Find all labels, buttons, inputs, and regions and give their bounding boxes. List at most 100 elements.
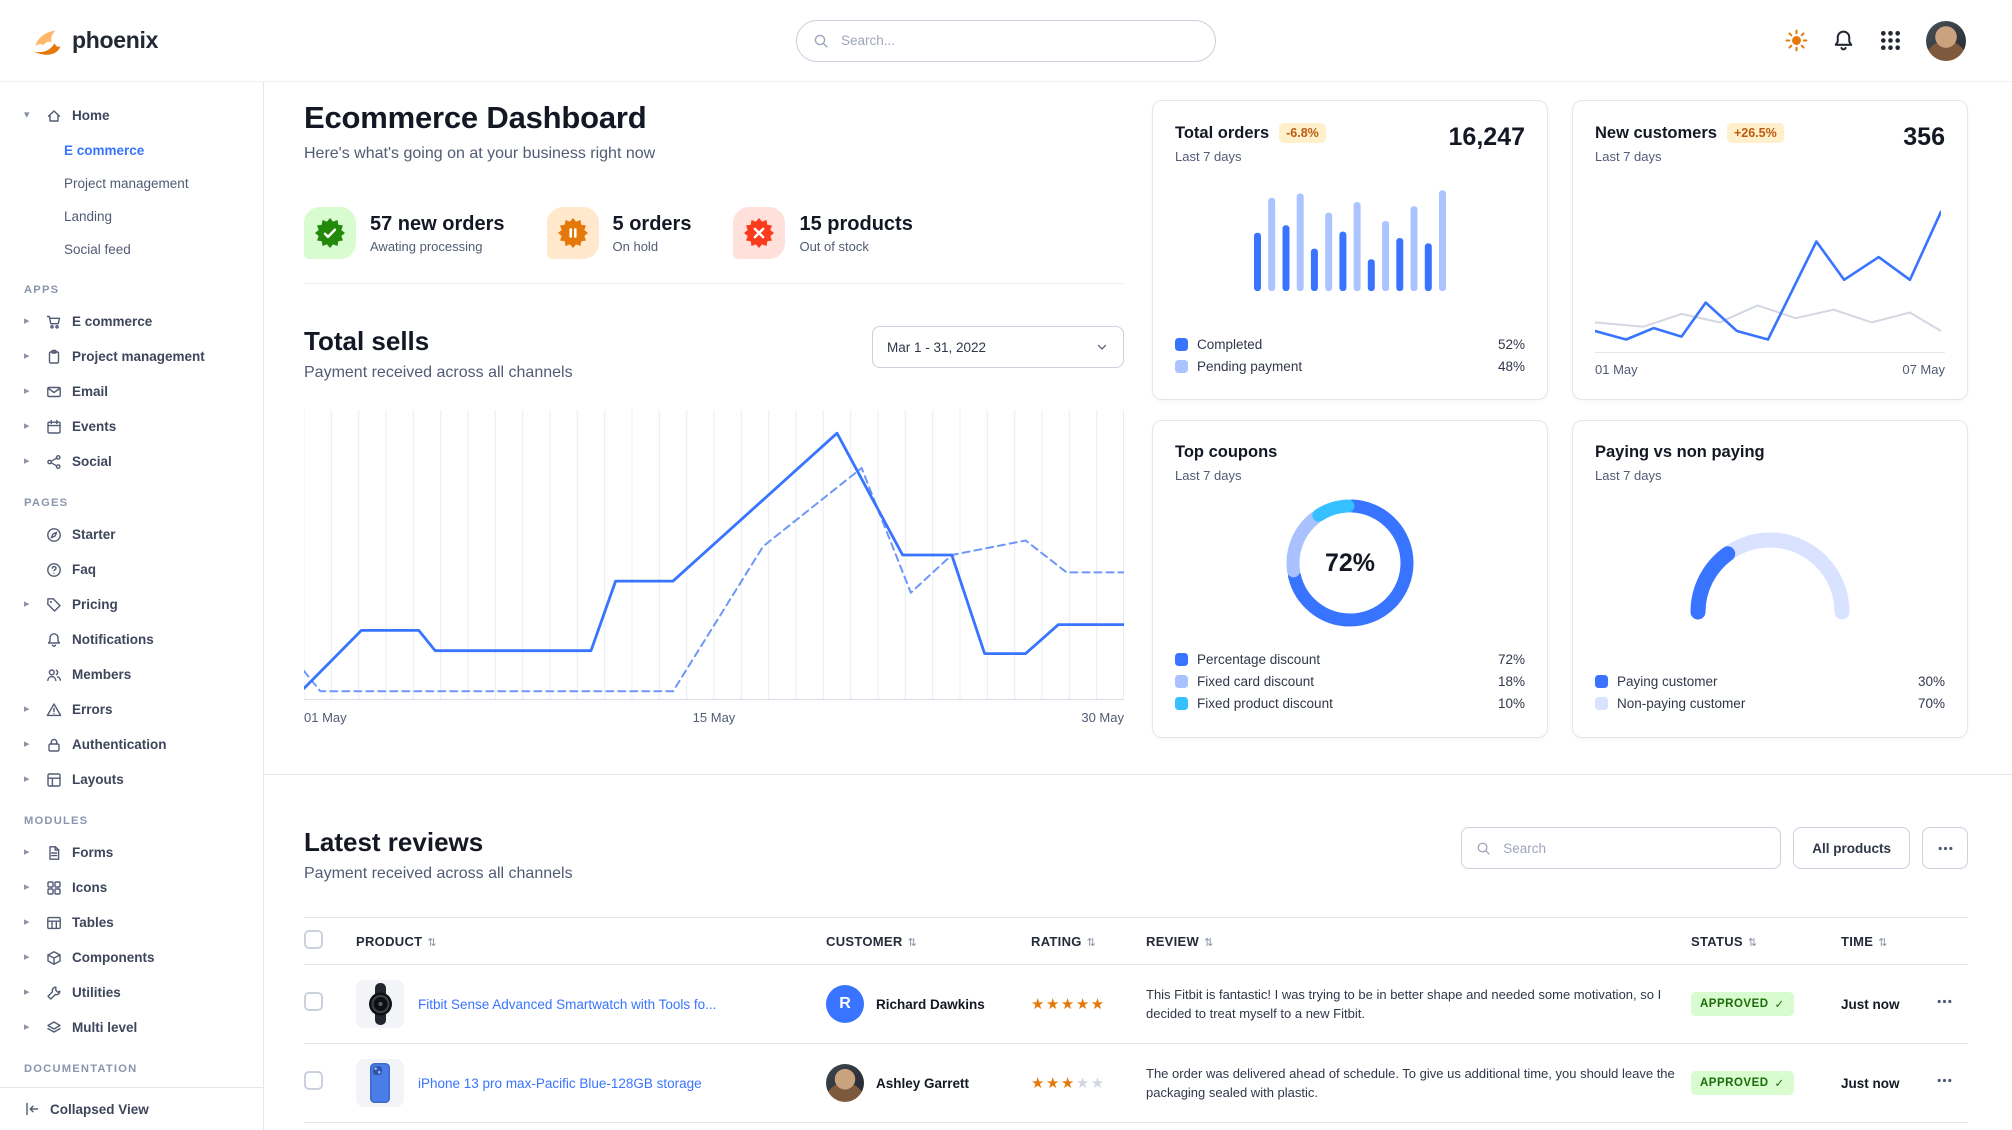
legend-value: 48% bbox=[1497, 358, 1525, 374]
row-checkbox[interactable] bbox=[304, 992, 323, 1011]
sidebar-item-project-management[interactable]: Project management bbox=[24, 339, 249, 374]
column-header-review[interactable]: REVIEW bbox=[1146, 917, 1691, 965]
total-sells-title: Total sells bbox=[304, 326, 430, 356]
sidebar-item-faq[interactable]: Faq bbox=[24, 552, 249, 587]
row-actions-button[interactable] bbox=[1936, 992, 1956, 1012]
sidebar-item-events[interactable]: Events bbox=[24, 409, 249, 444]
page-title: Ecommerce Dashboard bbox=[304, 100, 647, 135]
ellipsis-icon bbox=[1936, 1072, 1953, 1089]
donut-center-value: 72% bbox=[1324, 548, 1376, 577]
reviews-controls: All products bbox=[1461, 827, 1968, 869]
page-subtitle: Here's what's going on at your business … bbox=[304, 145, 656, 162]
sidebar-item-social[interactable]: Social bbox=[24, 444, 249, 479]
legend-item: Completed 52% bbox=[1175, 333, 1525, 355]
order-stats-row: 57 new orders Awating processing 5 order… bbox=[304, 207, 1124, 284]
dashboard-section: Ecommerce Dashboard Here's what's going … bbox=[264, 82, 2012, 774]
row-checkbox[interactable] bbox=[304, 1071, 323, 1090]
caret-right-icon bbox=[24, 952, 36, 963]
column-header-time[interactable]: TIME bbox=[1841, 917, 1936, 965]
all-products-button[interactable]: All products bbox=[1793, 827, 1910, 869]
question-icon bbox=[46, 562, 62, 578]
sidebar-item-label: Events bbox=[72, 419, 117, 434]
nine-dots-icon bbox=[1879, 29, 1902, 52]
legend-label: Fixed card discount bbox=[1197, 674, 1315, 690]
sidebar-item-home[interactable]: Home bbox=[24, 98, 249, 133]
sidebar-item-layouts[interactable]: Layouts bbox=[24, 762, 249, 797]
axis-tick: 30 May bbox=[1081, 710, 1124, 725]
legend-value: 30% bbox=[1917, 674, 1945, 690]
sidebar-item-pricing[interactable]: Pricing bbox=[24, 587, 249, 622]
rating-stars: ★★★★★ bbox=[1031, 1074, 1106, 1092]
sidebar-item-label: Faq bbox=[72, 562, 97, 577]
out-of-stock-seal-icon bbox=[733, 207, 786, 259]
notifications-button[interactable] bbox=[1832, 29, 1855, 52]
caret-down-icon bbox=[24, 110, 36, 121]
reviews-search-input[interactable] bbox=[1501, 839, 1767, 857]
users-icon bbox=[46, 667, 62, 683]
review-row: iPhone 13 pro max-Pacific Blue-128GB sto… bbox=[304, 1043, 1968, 1123]
date-range-select[interactable]: Mar 1 - 31, 2022 bbox=[872, 326, 1124, 368]
clipboard-icon bbox=[46, 349, 62, 365]
phoenix-logo-icon bbox=[28, 24, 62, 58]
sidebar-item-label: Forms bbox=[72, 845, 114, 860]
reviews-search bbox=[1461, 827, 1782, 869]
sidebar-item-notifications[interactable]: Notifications bbox=[24, 622, 249, 657]
card-title: New customers bbox=[1595, 123, 1717, 142]
sidebar-item-utilities[interactable]: Utilities bbox=[24, 975, 249, 1010]
sidebar-item-e-commerce[interactable]: E commerce bbox=[24, 304, 249, 339]
navbar-actions bbox=[1785, 20, 1966, 61]
sidebar-item-tables[interactable]: Tables bbox=[24, 905, 249, 940]
legend-label: Completed bbox=[1197, 336, 1263, 352]
new-customers-value: 356 bbox=[1903, 123, 1945, 151]
caret-right-icon bbox=[24, 351, 36, 362]
on-hold-seal-icon bbox=[546, 207, 599, 259]
sidebar-item-label: Layouts bbox=[72, 772, 124, 787]
sidebar-item-label: Errors bbox=[72, 702, 113, 717]
legend-value: 18% bbox=[1497, 674, 1525, 690]
sidebar-subitem-e-commerce[interactable]: E commerce bbox=[64, 143, 145, 158]
column-header-status[interactable]: STATUS bbox=[1691, 917, 1841, 965]
caret-right-icon bbox=[24, 421, 36, 432]
caret-right-icon bbox=[24, 316, 36, 327]
more-options-button[interactable] bbox=[1922, 827, 1968, 869]
brand-logo[interactable]: phoenix bbox=[28, 24, 158, 58]
apps-menu-button[interactable] bbox=[1879, 29, 1902, 52]
axis-tick: 01 May bbox=[1595, 362, 1638, 377]
column-header-rating[interactable]: RATING bbox=[1031, 917, 1146, 965]
legend-item: Percentage discount 72% bbox=[1175, 649, 1525, 671]
sidebar-item-icons[interactable]: Icons bbox=[24, 870, 249, 905]
sidebar-item-multi-level[interactable]: Multi level bbox=[24, 1010, 249, 1045]
legend-label: Pending payment bbox=[1197, 358, 1303, 374]
product-link[interactable]: iPhone 13 pro max-Pacific Blue-128GB sto… bbox=[418, 1075, 702, 1091]
sidebar-item-authentication[interactable]: Authentication bbox=[24, 727, 249, 762]
user-avatar[interactable] bbox=[1926, 20, 1966, 61]
sidebar-subitem-social-feed[interactable]: Social feed bbox=[64, 242, 131, 257]
global-search-input[interactable] bbox=[839, 32, 1199, 49]
review-time: Just now bbox=[1841, 964, 1936, 1044]
legend-item: Pending payment 48% bbox=[1175, 355, 1525, 377]
total-sells-header: Total sells Payment received across all … bbox=[304, 326, 1124, 382]
theme-toggle-button[interactable] bbox=[1785, 29, 1808, 52]
select-all-checkbox[interactable] bbox=[304, 930, 323, 949]
sidebar-subitem-landing[interactable]: Landing bbox=[64, 209, 113, 224]
document-icon bbox=[46, 845, 62, 861]
sidebar-item-components[interactable]: Components bbox=[24, 940, 249, 975]
sidebar-subitem-project-management[interactable]: Project management bbox=[64, 176, 189, 191]
sidebar-item-starter[interactable]: Starter bbox=[24, 517, 249, 552]
sidebar-item-forms[interactable]: Forms bbox=[24, 835, 249, 870]
latest-reviews-subtitle: Payment received across all channels bbox=[304, 865, 573, 882]
stat-caption: Awating processing bbox=[370, 238, 483, 254]
column-header-customer[interactable]: CUSTOMER bbox=[826, 917, 1031, 965]
legend-item: Non-paying customer 70% bbox=[1595, 693, 1945, 715]
product-link[interactable]: Fitbit Sense Advanced Smartwatch with To… bbox=[418, 996, 717, 1012]
sidebar-item-email[interactable]: Email bbox=[24, 374, 249, 409]
collapse-sidebar-button[interactable]: Collapsed View bbox=[24, 1101, 149, 1117]
column-header-product[interactable]: PRODUCT bbox=[356, 917, 826, 965]
sidebar-item-errors[interactable]: Errors bbox=[24, 692, 249, 727]
tag-icon bbox=[46, 597, 62, 613]
row-actions-button[interactable] bbox=[1936, 1071, 1956, 1091]
sidebar-item-members[interactable]: Members bbox=[24, 657, 249, 692]
ellipsis-icon bbox=[1937, 840, 1954, 857]
card-period: Last 7 days bbox=[1595, 149, 1662, 164]
rating-stars: ★★★★★ bbox=[1031, 995, 1106, 1013]
